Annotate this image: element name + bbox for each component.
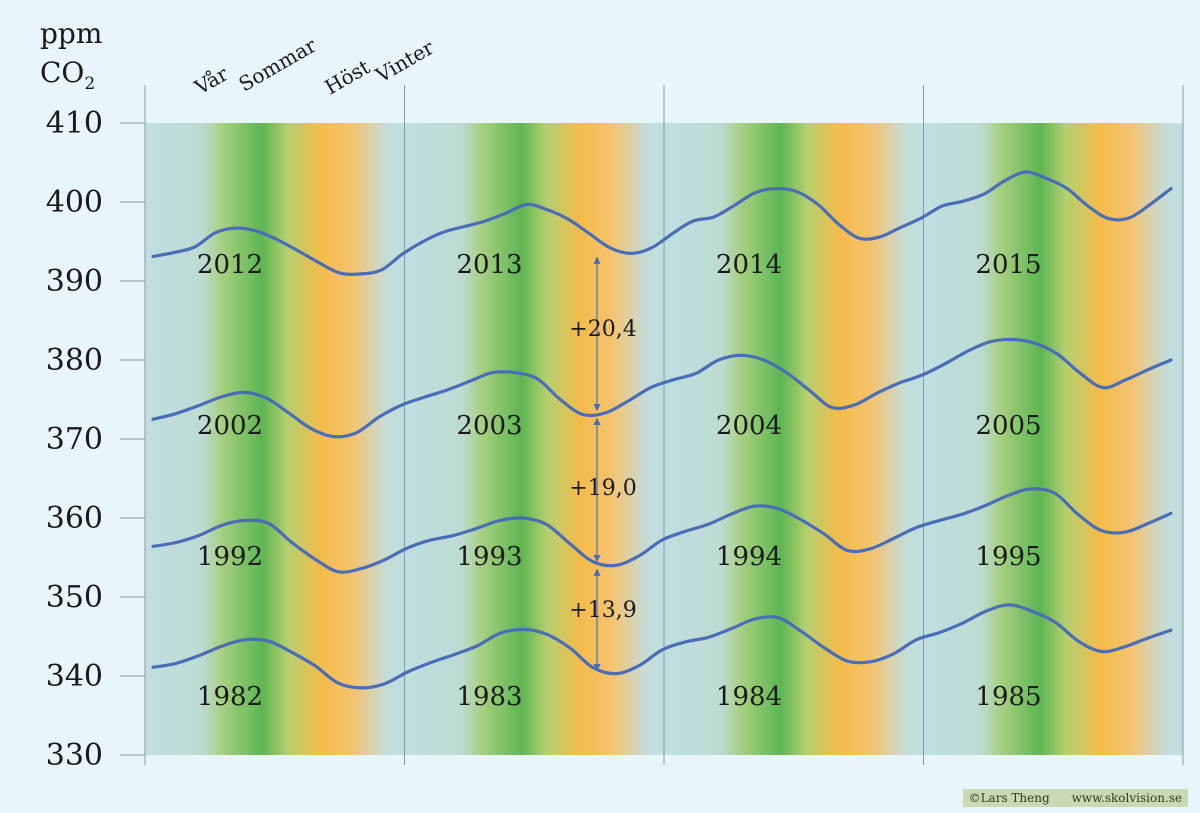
difference-label: +13,9 xyxy=(569,598,636,623)
year-label: 2003 xyxy=(456,411,522,441)
y-tick-label: 410 xyxy=(46,106,103,141)
credit-author: ©Lars Theng xyxy=(968,791,1050,805)
y-tick-label: 350 xyxy=(46,580,103,615)
year-label: 2012 xyxy=(197,250,263,280)
year-label: 1983 xyxy=(456,682,522,712)
year-label: 2004 xyxy=(716,411,782,441)
year-label: 1982 xyxy=(197,682,263,712)
y-tick-label: 380 xyxy=(46,343,103,378)
season-bands xyxy=(145,123,1183,755)
ylabel-unit: ppm xyxy=(40,17,102,50)
grid-lines xyxy=(120,85,1184,765)
year-label: 1984 xyxy=(716,682,782,712)
year-label: 2013 xyxy=(456,250,522,280)
season-band-4 xyxy=(923,123,1183,755)
difference-annotations: +20,4 +19,0 +13,9 xyxy=(569,256,637,672)
year-label: 1995 xyxy=(975,542,1041,572)
series-line-3 xyxy=(151,487,1173,574)
series-line-1 xyxy=(151,170,1173,276)
season-label-summer: Sommar xyxy=(235,33,321,97)
difference-label: +20,4 xyxy=(569,317,636,342)
credit-website: www.skolvision.se xyxy=(1071,791,1182,805)
year-label: 2002 xyxy=(197,411,263,441)
ylabel-gas: CO2 xyxy=(40,56,95,94)
y-axis-title: ppm CO2 xyxy=(40,17,102,94)
y-tick-label: 400 xyxy=(46,185,103,220)
year-label: 1992 xyxy=(197,542,263,572)
series-lines xyxy=(151,170,1173,690)
season-band-2 xyxy=(404,123,664,755)
year-label: 1994 xyxy=(716,542,782,572)
y-tick-label: 370 xyxy=(46,422,103,457)
year-label: 2014 xyxy=(716,250,782,280)
y-tick-label: 340 xyxy=(46,659,103,694)
y-tick-label: 360 xyxy=(46,501,103,536)
season-label-autumn: Höst xyxy=(321,55,374,100)
y-tick-label: 390 xyxy=(46,264,103,299)
year-label: 1993 xyxy=(456,542,522,572)
season-band-1 xyxy=(145,123,405,755)
year-labels: 2012 2013 2014 2015 2002 2003 2004 2005 1992 1993… xyxy=(197,250,1042,712)
season-labels: Vår Sommar Höst Vinter xyxy=(190,33,439,100)
y-axis-ticks: 410 400 390 380 370 360 350 340 330 xyxy=(46,106,103,773)
difference-label: +19,0 xyxy=(569,476,636,501)
credit-box: ©Lars Theng www.skolvision.se xyxy=(962,789,1188,807)
year-label: 2015 xyxy=(975,250,1041,280)
series-line-2 xyxy=(151,337,1173,439)
season-label-spring: Vår xyxy=(190,61,233,100)
year-label: 1985 xyxy=(975,682,1041,712)
season-label-winter: Vinter xyxy=(371,35,439,88)
year-label: 2005 xyxy=(975,411,1041,441)
y-tick-label: 330 xyxy=(46,738,103,773)
series-line-4 xyxy=(151,603,1173,690)
season-band-3 xyxy=(664,123,924,755)
